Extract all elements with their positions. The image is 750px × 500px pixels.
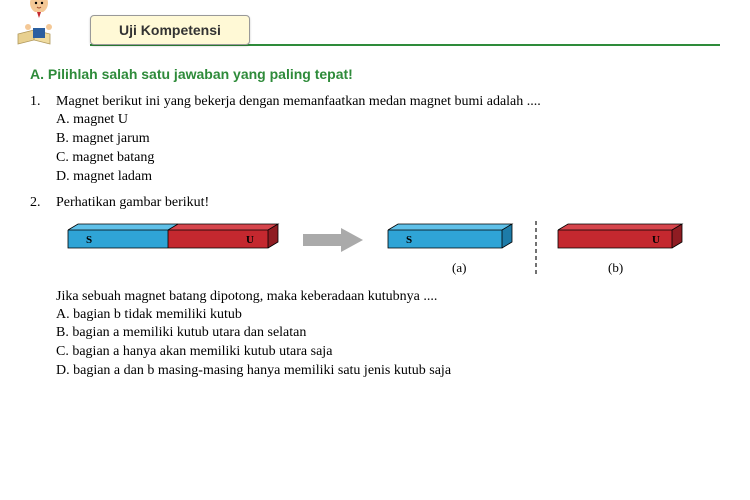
label-s-2: S <box>406 234 412 246</box>
header: Uji Kompetensi <box>90 15 720 46</box>
q1-options: A. magnet U B. magnet jarum C. magnet ba… <box>56 111 720 187</box>
label-u-1: U <box>246 234 254 246</box>
q2-number: 2. <box>30 195 56 212</box>
section-title: A. Pilihlah salah satu jawaban yang pali… <box>30 66 720 82</box>
label-a: (a) <box>452 260 466 275</box>
q2-text: Perhatikan gambar berikut! <box>56 195 720 211</box>
q2-body: Perhatikan gambar berikut! <box>56 195 720 212</box>
q1-body: Magnet berikut ini yang bekerja dengan m… <box>56 94 720 187</box>
q2f-body: Jika sebuah magnet batang dipotong, maka… <box>56 289 720 382</box>
title-box: Uji Kompetensi <box>90 15 250 45</box>
q2-optD: D. bagian a dan b masing-masing hanya me… <box>56 362 720 381</box>
diagram-svg: S U S (a) U ( <box>58 220 698 290</box>
q1-optA: A. magnet U <box>56 111 720 130</box>
q2f-spacer <box>30 289 56 382</box>
magnet-original: S U <box>68 224 278 248</box>
q2-optB: B. bagian a memiliki kutub utara dan sel… <box>56 324 720 343</box>
question-2-followup: Jika sebuah magnet batang dipotong, maka… <box>30 289 720 382</box>
q2-followup: Jika sebuah magnet batang dipotong, maka… <box>56 289 720 305</box>
q1-optC: C. magnet batang <box>56 149 720 168</box>
student-svg <box>12 0 72 47</box>
label-u-2: U <box>652 234 660 246</box>
label-b: (b) <box>608 260 623 275</box>
student-character <box>12 0 72 47</box>
q1-optD: D. magnet ladam <box>56 168 720 187</box>
q2-options: A. bagian b tidak memiliki kutub B. bagi… <box>56 306 720 382</box>
question-1: 1. Magnet berikut ini yang bekerja denga… <box>30 94 720 187</box>
question-2: 2. Perhatikan gambar berikut! <box>30 195 720 212</box>
q2-optC: C. bagian a hanya akan memiliki kutub ut… <box>56 343 720 362</box>
q1-number: 1. <box>30 94 56 187</box>
arrow-icon <box>303 228 363 252</box>
q2-optA: A. bagian b tidak memiliki kutub <box>56 306 720 325</box>
q1-optB: B. magnet jarum <box>56 130 720 149</box>
label-s-1: S <box>86 234 92 246</box>
magnet-diagram: S U S (a) U ( <box>58 220 720 285</box>
q1-text: Magnet berikut ini yang bekerja dengan m… <box>56 94 720 110</box>
magnet-b: U (b) <box>558 224 682 275</box>
magnet-a: S (a) <box>388 224 512 275</box>
